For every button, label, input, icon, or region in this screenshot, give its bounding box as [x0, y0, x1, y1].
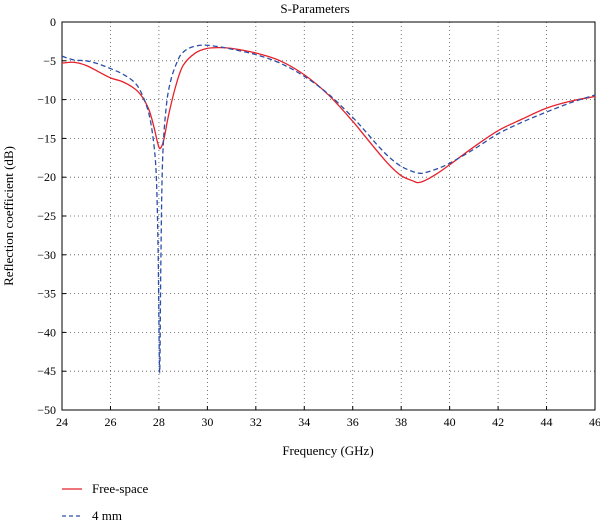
y-tick-label: −40 — [37, 325, 56, 339]
y-tick-label: 0 — [50, 15, 56, 29]
x-tick-label: 36 — [347, 415, 359, 429]
grid — [62, 22, 595, 410]
series-line-free-space — [61, 46, 596, 184]
legend-label-4mm: 4 mm — [92, 508, 122, 523]
y-tick-label: −10 — [37, 93, 56, 107]
chart-title: S-Parameters — [280, 1, 349, 16]
y-tick-label: −15 — [37, 131, 56, 145]
y-tick-label: −30 — [37, 248, 56, 262]
y-tick-label: −45 — [37, 364, 56, 378]
x-tick-label: 34 — [298, 415, 310, 429]
legend-label-free-space: Free-space — [92, 481, 149, 496]
x-tick-label: 44 — [541, 415, 553, 429]
y-tick-label: −50 — [37, 403, 56, 417]
y-axis-label: Reflection coefficient (dB) — [1, 146, 16, 286]
y-tick-label: −25 — [37, 209, 56, 223]
series-group — [61, 44, 596, 374]
x-tick-label: 46 — [589, 415, 600, 429]
axis-ticks: 24 26 28 30 32 34 36 38 40 42 44 46 0 −5 −10 −15 −20 −25 −… — [37, 15, 600, 429]
y-tick-label: −35 — [37, 287, 56, 301]
x-tick-label: 38 — [395, 415, 407, 429]
x-tick-label: 30 — [201, 415, 213, 429]
y-tick-label: −20 — [37, 170, 56, 184]
x-tick-label: 28 — [153, 415, 165, 429]
series-line-4mm — [61, 44, 596, 374]
x-tick-label: 26 — [104, 415, 116, 429]
legend: Free-space 4 mm — [62, 481, 149, 523]
x-tick-label: 40 — [444, 415, 456, 429]
x-tick-label: 42 — [492, 415, 504, 429]
plot-frame — [61, 21, 596, 411]
x-tick-label: 24 — [56, 415, 68, 429]
x-axis-label: Frequency (GHz) — [282, 443, 373, 458]
x-tick-label: 32 — [250, 415, 262, 429]
y-tick-label: −5 — [43, 54, 56, 68]
